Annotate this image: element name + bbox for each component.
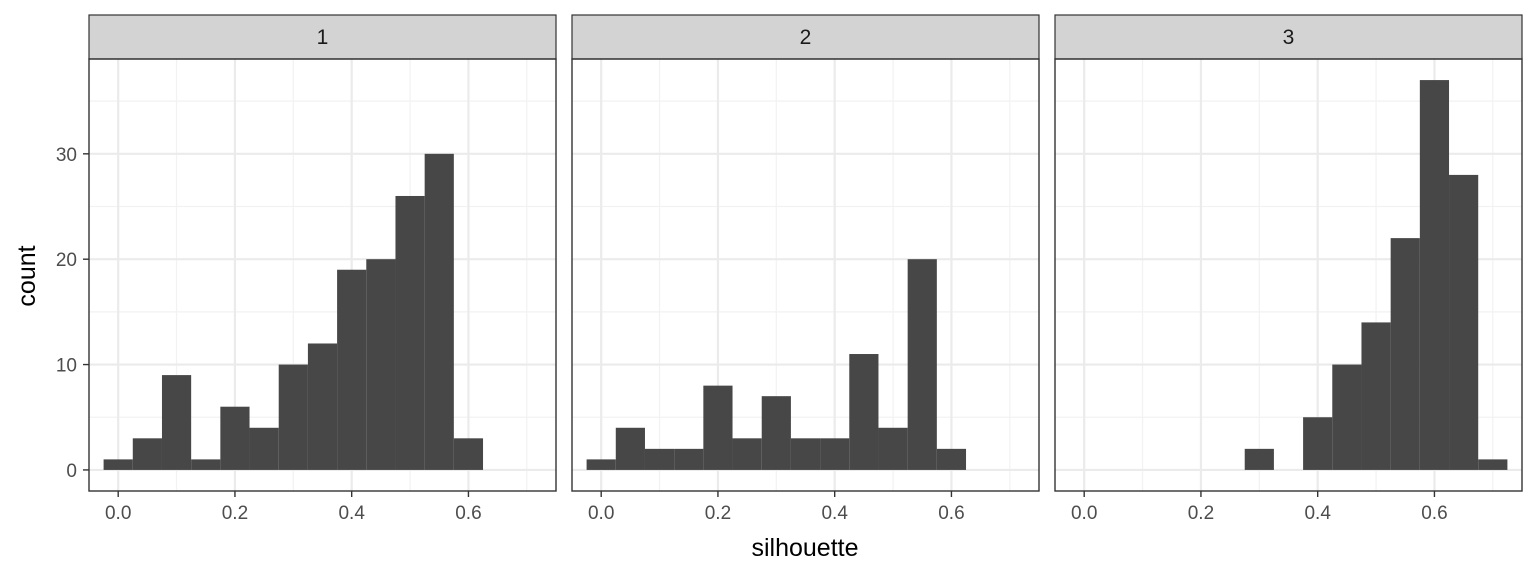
facet-strip-label: 3 (1283, 26, 1295, 49)
histogram-bar (424, 153, 454, 470)
histogram-bar (366, 259, 396, 470)
facet-strip-label: 1 (317, 26, 329, 49)
y-axis-title: count (13, 245, 41, 306)
panel-background (572, 59, 1039, 491)
histogram-bar (1419, 80, 1450, 470)
histogram-bar (1303, 417, 1333, 470)
histogram-bar (1390, 238, 1420, 470)
y-tick-label: 10 (56, 356, 77, 377)
histogram-bar (1332, 364, 1362, 470)
x-tick-label: 0.6 (938, 503, 964, 524)
histogram-bar (191, 459, 221, 470)
histogram-bar (1361, 322, 1391, 470)
histogram-bar (732, 438, 762, 470)
panel-border (1054, 58, 1523, 492)
histogram-bar (453, 438, 484, 470)
x-tick-label: 0.6 (1421, 503, 1447, 524)
facet-strip (88, 14, 557, 60)
panel-1: 1 0.0 0.2 0.4 0.6 (88, 14, 557, 524)
histogram-bar (395, 195, 425, 470)
histogram-bar (278, 364, 308, 470)
histogram-bar (249, 427, 279, 470)
histogram-bar (161, 375, 192, 470)
histogram-bar (1244, 448, 1274, 470)
histogram-bar (1478, 459, 1508, 470)
x-tick-label: 0.0 (588, 503, 614, 524)
x-tick-label: 0.2 (705, 503, 731, 524)
x-tick-label: 0.0 (105, 503, 131, 524)
histogram-bar (790, 438, 821, 470)
histogram-bar (337, 269, 367, 470)
x-tick-label: 0.4 (1304, 503, 1331, 524)
histogram-bar (132, 438, 162, 470)
panel-border (88, 58, 557, 492)
histogram-bar (586, 459, 616, 470)
x-tick-label: 0.6 (455, 503, 481, 524)
histogram-bar (1449, 174, 1479, 470)
histogram-bar (761, 396, 791, 470)
x-axis-title: silhouette (751, 534, 858, 562)
histogram-bar (878, 427, 908, 470)
histogram-bar (703, 385, 733, 470)
histogram-bar (936, 448, 967, 470)
y-tick-label: 0 (66, 461, 77, 482)
histogram-bar (307, 343, 338, 470)
histogram-bar (674, 448, 704, 470)
x-tick-label: 0.2 (222, 503, 248, 524)
panel-border (571, 58, 1040, 492)
histogram-bar (615, 427, 645, 470)
facet-strip-label: 2 (800, 26, 812, 49)
x-tick-label: 0.2 (1188, 503, 1214, 524)
panel-2: 2 0.0 0.2 0.4 0.6 (571, 14, 1040, 524)
x-tick-label: 0.4 (821, 503, 848, 524)
panel-3: 3 0.0 0.2 0.4 0.6 (1054, 14, 1523, 524)
y-tick-label: 30 (56, 145, 77, 166)
y-axis: 0 10 20 30 (56, 145, 89, 482)
histogram-bar (820, 438, 850, 470)
x-tick-label: 0.4 (338, 503, 365, 524)
histogram-bar (644, 448, 675, 470)
histogram-bar (907, 259, 937, 470)
histogram-bar (220, 406, 250, 470)
x-tick-label: 0.0 (1071, 503, 1097, 524)
facet-strip (571, 14, 1040, 60)
facet-strip (1054, 14, 1523, 60)
panels: 1 0.0 0.2 0.4 0.6 2 0.0 0.2 0.4 0.6 3 0.0 0.2 0.4 0.6 (88, 14, 1523, 524)
histogram-bar (103, 459, 133, 470)
y-tick-label: 20 (56, 250, 77, 271)
histogram-bar (849, 354, 879, 470)
